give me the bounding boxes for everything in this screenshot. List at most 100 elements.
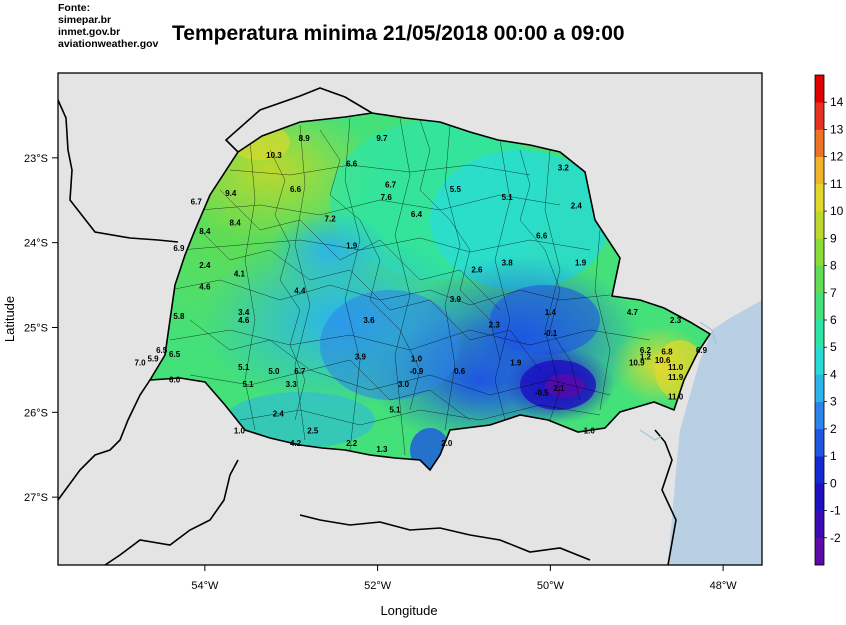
- y-tick-label: 26°S: [24, 407, 48, 419]
- colorbar-label: 2: [830, 422, 837, 436]
- borders: [58, 87, 677, 565]
- station-value: 10.3: [266, 151, 282, 160]
- station-value: 7.0: [134, 359, 146, 368]
- colorbar-segment: [815, 374, 824, 402]
- colorbar-label: 8: [830, 259, 837, 273]
- station-value: 4.6: [199, 282, 211, 291]
- data-sources: Fonte: simepar.br inmet.gov.br aviationw…: [58, 2, 158, 50]
- source-line: simepar.br: [58, 14, 112, 26]
- station-value: 6.6: [290, 185, 302, 194]
- station-value: -0.1: [543, 329, 557, 338]
- y-tick-label: 24°S: [24, 238, 48, 250]
- colorbar-segment: [815, 129, 824, 157]
- source-line: Fonte:: [58, 2, 91, 14]
- colorbar-label: 9: [830, 231, 837, 245]
- colorbar-segment: [815, 156, 824, 185]
- station-value: 3.4: [238, 308, 250, 317]
- colorbar-label: 6: [830, 313, 837, 327]
- station-value: 1.0: [584, 427, 596, 436]
- colorbar-segment: [815, 401, 824, 430]
- colorbar-label: 13: [830, 122, 844, 136]
- station-value: 6.0: [169, 376, 181, 385]
- station-value: 0.6: [454, 367, 466, 376]
- station-value: 5.1: [502, 193, 514, 202]
- colorbar-label: 3: [830, 395, 837, 409]
- colorbar-label: 0: [830, 476, 837, 490]
- municipal-boundaries: [169, 117, 651, 456]
- station-value: 7.2: [325, 214, 337, 223]
- station-value: 10.9: [629, 359, 645, 368]
- colorbar-label: 10: [830, 204, 844, 218]
- station-value: 7.6: [381, 193, 393, 202]
- station-value: 1.0: [234, 427, 246, 436]
- station-value: -0.9: [410, 367, 424, 376]
- station-value: 1.0: [411, 354, 423, 363]
- station-value: 4.7: [627, 308, 639, 317]
- station-values: 8.9 9.7 10.3 6.6 6.7 9.4 6.6 6.7 7.6 5.5 5.1 3.2 6.4…: [134, 134, 707, 454]
- y-axis-title: Latitude: [2, 296, 17, 342]
- station-value: 1.2: [640, 353, 652, 362]
- station-value: 3.0: [398, 380, 410, 389]
- colorbar-segment: [815, 102, 824, 130]
- station-value: 5.9: [147, 354, 159, 363]
- x-tick-label: 54°W: [191, 580, 219, 592]
- colorbar-segment: [815, 183, 824, 212]
- colorbar-segment: [815, 456, 824, 484]
- station-value: 6.7: [294, 367, 306, 376]
- y-axis: 23°S 24°S 25°S 26°S 27°S: [24, 153, 58, 504]
- station-value: 6.6: [346, 159, 358, 168]
- station-value: 4.1: [234, 270, 246, 279]
- station-value: 5.1: [389, 405, 401, 414]
- station-value: 2.4: [571, 202, 583, 211]
- station-value: 8.4: [199, 227, 211, 236]
- station-value: 6.8: [661, 348, 673, 357]
- station-value: 8.4: [230, 219, 242, 228]
- station-value: 2.4: [273, 410, 285, 419]
- colorbar-label: 11: [830, 177, 843, 191]
- station-value: 2.3: [670, 316, 682, 325]
- station-value: 3.9: [355, 353, 367, 362]
- colorbar-segment: [815, 265, 824, 294]
- ocean: [668, 300, 762, 565]
- station-value: 6.9: [173, 244, 185, 253]
- x-tick-label: 50°W: [537, 580, 565, 592]
- station-value: 1.4: [545, 308, 557, 317]
- station-value: 2.6: [471, 265, 483, 274]
- station-value: 6.7: [385, 181, 397, 190]
- colorbar-segment: [815, 347, 824, 375]
- station-value: 6.5: [156, 346, 168, 355]
- station-value: 1.3: [376, 445, 388, 454]
- station-value: 6.2: [640, 346, 652, 355]
- x-tick-label: 48°W: [710, 580, 738, 592]
- colorbar-segment: [815, 211, 824, 239]
- station-value: 11.9: [668, 373, 684, 382]
- station-value: -0.5: [535, 388, 549, 397]
- station-value: 4.6: [238, 316, 250, 325]
- colorbar-segment: [815, 292, 824, 321]
- y-tick-label: 27°S: [24, 492, 48, 504]
- map-title: Temperatura minima 21/05/2018 00:00 a 09…: [172, 22, 625, 45]
- colorbar-label: 1: [830, 449, 837, 463]
- station-value: 8.9: [299, 134, 311, 143]
- colorbar-label: 12: [830, 150, 844, 164]
- station-value: 3.9: [450, 295, 462, 304]
- station-value: 9.7: [376, 134, 388, 143]
- station-value: 3.3: [286, 380, 298, 389]
- source-line: aviationweather.gov: [58, 38, 159, 50]
- station-value: 6.9: [696, 346, 708, 355]
- colorbar-segment: [815, 75, 824, 103]
- station-value: 5.8: [173, 312, 185, 321]
- colorbar-label: 14: [830, 95, 844, 109]
- colorbar-segment: [815, 428, 824, 457]
- x-tick-label: 52°W: [364, 580, 392, 592]
- station-value: 6.5: [169, 350, 181, 359]
- colorbar-label: -2: [830, 531, 841, 545]
- colorbar-segment: [815, 510, 824, 539]
- station-value: 2.2: [346, 439, 358, 448]
- station-value: 4.4: [294, 287, 306, 296]
- station-value: 5.5: [450, 185, 462, 194]
- map-frame: [57, 72, 763, 566]
- rivers: [639, 321, 717, 441]
